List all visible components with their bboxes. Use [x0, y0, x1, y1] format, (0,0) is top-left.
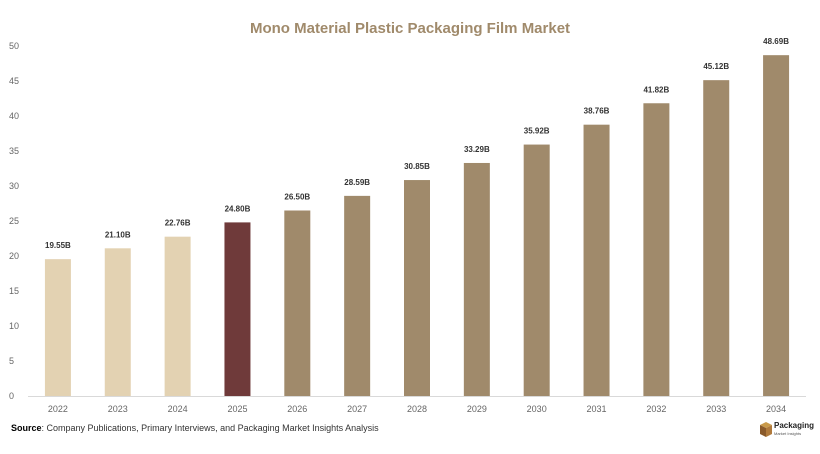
data-label: 33.29B — [464, 145, 490, 154]
x-tick-label: 2024 — [168, 404, 188, 414]
source-text: : Company Publications, Primary Intervie… — [41, 423, 379, 433]
x-tick-label: 2027 — [347, 404, 367, 414]
bar-2030 — [523, 144, 550, 396]
y-tick-label: 50 — [9, 41, 19, 51]
data-label: 22.76B — [165, 219, 191, 228]
bar-2025 — [224, 222, 251, 396]
data-label: 26.50B — [284, 193, 310, 202]
y-tick-label: 15 — [9, 286, 19, 296]
y-tick-label: 45 — [9, 76, 19, 86]
bar-2026 — [284, 210, 311, 396]
x-axis: 2022 2023 2024 2025 2026 2027 2028 2029 2030 2031… — [48, 404, 786, 414]
data-label: 28.59B — [344, 178, 370, 187]
bar-2028 — [404, 180, 430, 396]
y-tick-label: 0 — [9, 391, 14, 401]
bar-2032 — [643, 103, 670, 396]
y-tick-label: 40 — [9, 111, 19, 121]
x-tick-label: 2034 — [766, 404, 786, 414]
bar-2029 — [463, 162, 490, 396]
data-label: 48.69B — [763, 37, 789, 46]
x-tick-label: 2022 — [48, 404, 68, 414]
logo-name: Packaging — [774, 421, 815, 430]
data-label: 45.12B — [703, 62, 729, 71]
box-icon — [760, 422, 772, 437]
data-label: 35.92B — [524, 127, 550, 136]
y-tick-label: 20 — [9, 251, 19, 261]
x-tick-label: 2025 — [227, 404, 247, 414]
brand-logo: Packaging Market Insights — [760, 421, 816, 439]
x-tick-label: 2026 — [287, 404, 307, 414]
source-note: Source: Company Publications, Primary In… — [11, 423, 379, 433]
y-axis: 0 5 10 15 20 25 30 35 40 45 50 — [9, 41, 19, 401]
x-tick-label: 2029 — [467, 404, 487, 414]
y-tick-label: 35 — [9, 146, 19, 156]
x-tick-label: 2028 — [407, 404, 427, 414]
chart-title: Mono Material Plastic Packaging Film Mar… — [249, 20, 571, 37]
y-tick-label: 30 — [9, 181, 19, 191]
y-tick-label: 25 — [9, 216, 19, 226]
logo-subtitle: Market Insights — [774, 431, 802, 436]
x-tick-label: 2030 — [527, 404, 547, 414]
bar-2023 — [104, 248, 131, 396]
source-label: Source — [11, 423, 42, 433]
data-label: 30.85B — [404, 162, 430, 171]
x-tick-label: 2031 — [587, 404, 607, 414]
data-label: 38.76B — [584, 107, 610, 116]
data-label: 41.82B — [643, 85, 669, 94]
bar-2031 — [583, 124, 610, 397]
bar-2024 — [164, 236, 191, 396]
bar-2022 — [44, 259, 71, 396]
bar-2034 — [763, 55, 790, 397]
bar-2033 — [703, 80, 730, 396]
data-label: 19.55B — [45, 241, 71, 250]
x-tick-label: 2032 — [646, 404, 666, 414]
data-label: 24.80B — [225, 204, 251, 213]
y-tick-label: 10 — [9, 321, 19, 331]
bars: 19.55B 21.10B 22.76B 24.80B 26.50B 28.59B 30.8… — [44, 37, 790, 397]
y-tick-label: 5 — [9, 356, 14, 366]
x-tick-label: 2033 — [706, 404, 726, 414]
data-label: 21.10B — [105, 230, 131, 239]
bar-2027 — [344, 195, 371, 396]
x-tick-label: 2023 — [108, 404, 128, 414]
